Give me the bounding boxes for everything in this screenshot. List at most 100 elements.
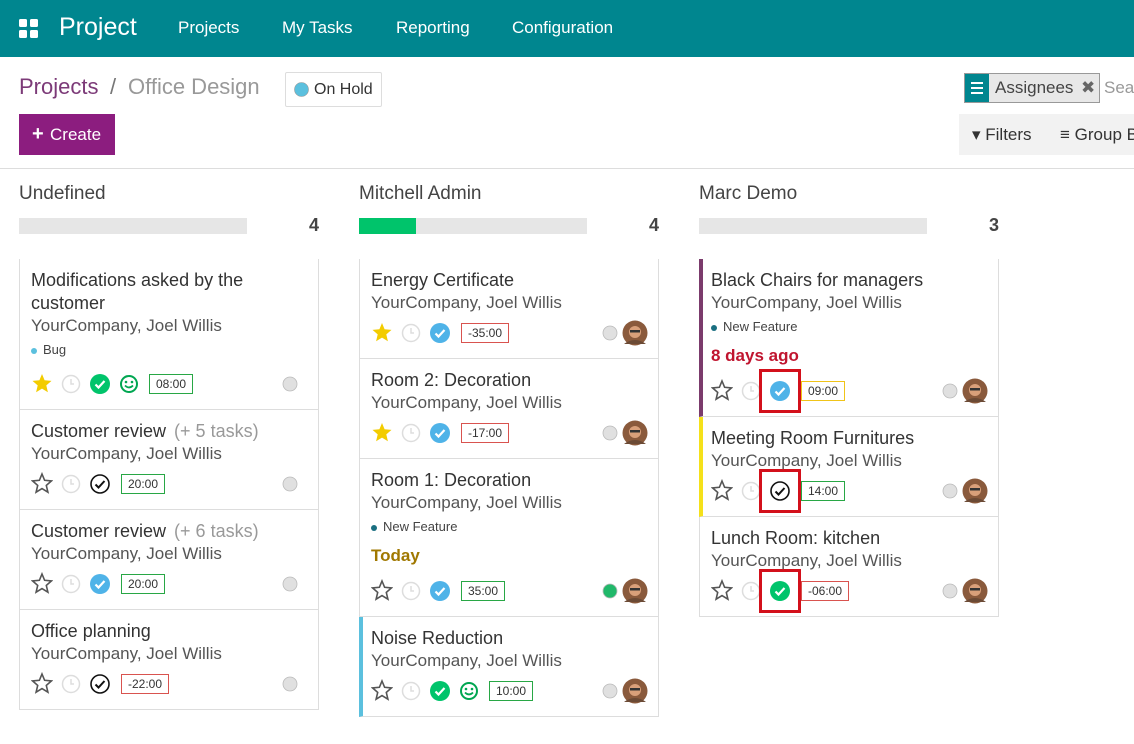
- activity-clock[interactable]: [741, 379, 761, 403]
- column-header: 4: [359, 207, 659, 259]
- card-footer: 20:00: [31, 568, 308, 599]
- card-footer: 09:00: [711, 368, 988, 413]
- task-card[interactable]: Modifications asked by the customer YourC…: [19, 259, 319, 410]
- tag: New Feature: [711, 313, 988, 341]
- task-card[interactable]: Black Chairs for managers YourCompany, Jo…: [699, 259, 999, 417]
- task-card[interactable]: Customer review (+ 6 tasks) YourCompany, J…: [19, 510, 319, 610]
- activity-clock[interactable]: [61, 372, 81, 396]
- kanban-state[interactable]: [942, 579, 958, 603]
- card-title: Customer review (+ 5 tasks): [31, 420, 308, 443]
- state-check[interactable]: [89, 372, 111, 396]
- priority-star[interactable]: [371, 578, 393, 603]
- status-button[interactable]: On Hold: [285, 72, 382, 107]
- state-check[interactable]: [429, 321, 451, 345]
- state-check[interactable]: [89, 472, 111, 496]
- priority-star[interactable]: [711, 378, 733, 403]
- avatar: [622, 420, 648, 445]
- time-badge: -35:00: [461, 322, 510, 343]
- status-dot: [294, 82, 309, 97]
- avatar: [622, 578, 648, 603]
- kanban-state[interactable]: [602, 321, 618, 345]
- card-company: YourCompany, Joel Willis: [31, 444, 222, 463]
- card-title: Meeting Room Furnitures: [711, 427, 988, 450]
- state-check[interactable]: [759, 468, 801, 513]
- state-check[interactable]: [89, 572, 111, 596]
- deadline: 8 days ago: [711, 346, 799, 365]
- kanban-state[interactable]: [942, 479, 958, 503]
- task-card[interactable]: Energy Certificate YourCompany, Joel Will…: [359, 259, 659, 359]
- activity-clock[interactable]: [401, 679, 421, 703]
- task-title: Modifications asked by the customer: [31, 270, 244, 313]
- card-company: YourCompany, Joel Willis: [31, 544, 222, 563]
- priority-star[interactable]: [31, 471, 53, 496]
- create-button[interactable]: + Create: [19, 114, 115, 155]
- kanban-state[interactable]: [602, 579, 618, 603]
- kanban-state[interactable]: [602, 679, 618, 703]
- card-title: Energy Certificate: [371, 269, 648, 292]
- menu-item[interactable]: Projects: [178, 18, 240, 37]
- priority-star[interactable]: [371, 678, 393, 703]
- activity-clock[interactable]: [741, 579, 761, 603]
- group-by-text: Group By: [1074, 125, 1134, 144]
- tag-text: New Feature: [383, 519, 458, 534]
- activity-clock[interactable]: [401, 321, 421, 345]
- state-check[interactable]: [759, 368, 801, 413]
- kanban-state[interactable]: [282, 472, 298, 496]
- task-card[interactable]: Meeting Room Furnitures YourCompany, Joel…: [699, 417, 999, 517]
- time-badge: -17:00: [461, 422, 510, 443]
- plus-icon: +: [32, 123, 44, 145]
- state-check[interactable]: [429, 421, 451, 445]
- activity-clock[interactable]: [741, 479, 761, 503]
- priority-star[interactable]: [31, 571, 53, 596]
- progress-bar: [359, 218, 587, 234]
- activity-clock[interactable]: [61, 572, 81, 596]
- menu-item[interactable]: Configuration: [512, 18, 614, 37]
- state-check[interactable]: [429, 579, 451, 603]
- task-card[interactable]: Office planning YourCompany, Joel Willis -…: [19, 610, 319, 710]
- activity-clock[interactable]: [61, 672, 81, 696]
- priority-star[interactable]: [711, 578, 733, 603]
- column-header: 3: [699, 207, 999, 259]
- menu-item[interactable]: My Tasks: [282, 18, 353, 37]
- kanban-state[interactable]: [282, 672, 298, 696]
- task-title: Customer review: [31, 421, 167, 441]
- filters-text: Filters: [985, 125, 1032, 144]
- menu-item[interactable]: Reporting: [396, 18, 470, 37]
- card-footer: 08:00: [31, 368, 308, 399]
- activity-clock[interactable]: [401, 421, 421, 445]
- apps-icon[interactable]: [19, 19, 38, 38]
- search-input[interactable]: Search...: [1104, 78, 1134, 97]
- priority-star[interactable]: [711, 478, 733, 503]
- status-text: On Hold: [314, 81, 373, 98]
- card-title: Room 1: Decoration: [371, 469, 648, 492]
- priority-star[interactable]: [31, 372, 53, 396]
- card-title: Modifications asked by the customer: [31, 269, 308, 315]
- search-box[interactable]: Assignees ✖ Search...: [964, 73, 1134, 103]
- group-by-button[interactable]: ≡ Group By: [1060, 114, 1134, 155]
- priority-star[interactable]: [31, 671, 53, 696]
- task-card[interactable]: Lunch Room: kitchen YourCompany, Joel Wil…: [699, 517, 999, 617]
- state-check[interactable]: [429, 679, 451, 703]
- column-count: 3: [988, 215, 999, 235]
- activity-clock[interactable]: [61, 472, 81, 496]
- kanban-state[interactable]: [282, 572, 298, 596]
- kanban-state[interactable]: [602, 421, 618, 445]
- task-card[interactable]: Noise Reduction YourCompany, Joel Willis 1…: [359, 617, 659, 717]
- card-company: YourCompany, Joel Willis: [371, 493, 562, 512]
- state-check[interactable]: [759, 568, 801, 613]
- priority-star[interactable]: [371, 321, 393, 345]
- tag-text: Bug: [43, 342, 67, 357]
- kanban-state[interactable]: [282, 372, 298, 396]
- avatar: [622, 678, 648, 703]
- activity-clock[interactable]: [401, 579, 421, 603]
- kanban-state[interactable]: [942, 379, 958, 403]
- task-card[interactable]: Customer review (+ 5 tasks) YourCompany, J…: [19, 410, 319, 510]
- task-card[interactable]: Room 1: Decoration YourCompany, Joel Will…: [359, 459, 659, 617]
- task-card[interactable]: Room 2: Decoration YourCompany, Joel Will…: [359, 359, 659, 459]
- column-title: Mitchell Admin: [359, 183, 482, 204]
- priority-star[interactable]: [371, 421, 393, 445]
- facet-remove[interactable]: ✖: [1081, 78, 1096, 97]
- state-check[interactable]: [89, 672, 111, 696]
- filters-button[interactable]: ▾ Filters: [972, 125, 1032, 144]
- breadcrumb-parent[interactable]: Projects: [19, 74, 99, 99]
